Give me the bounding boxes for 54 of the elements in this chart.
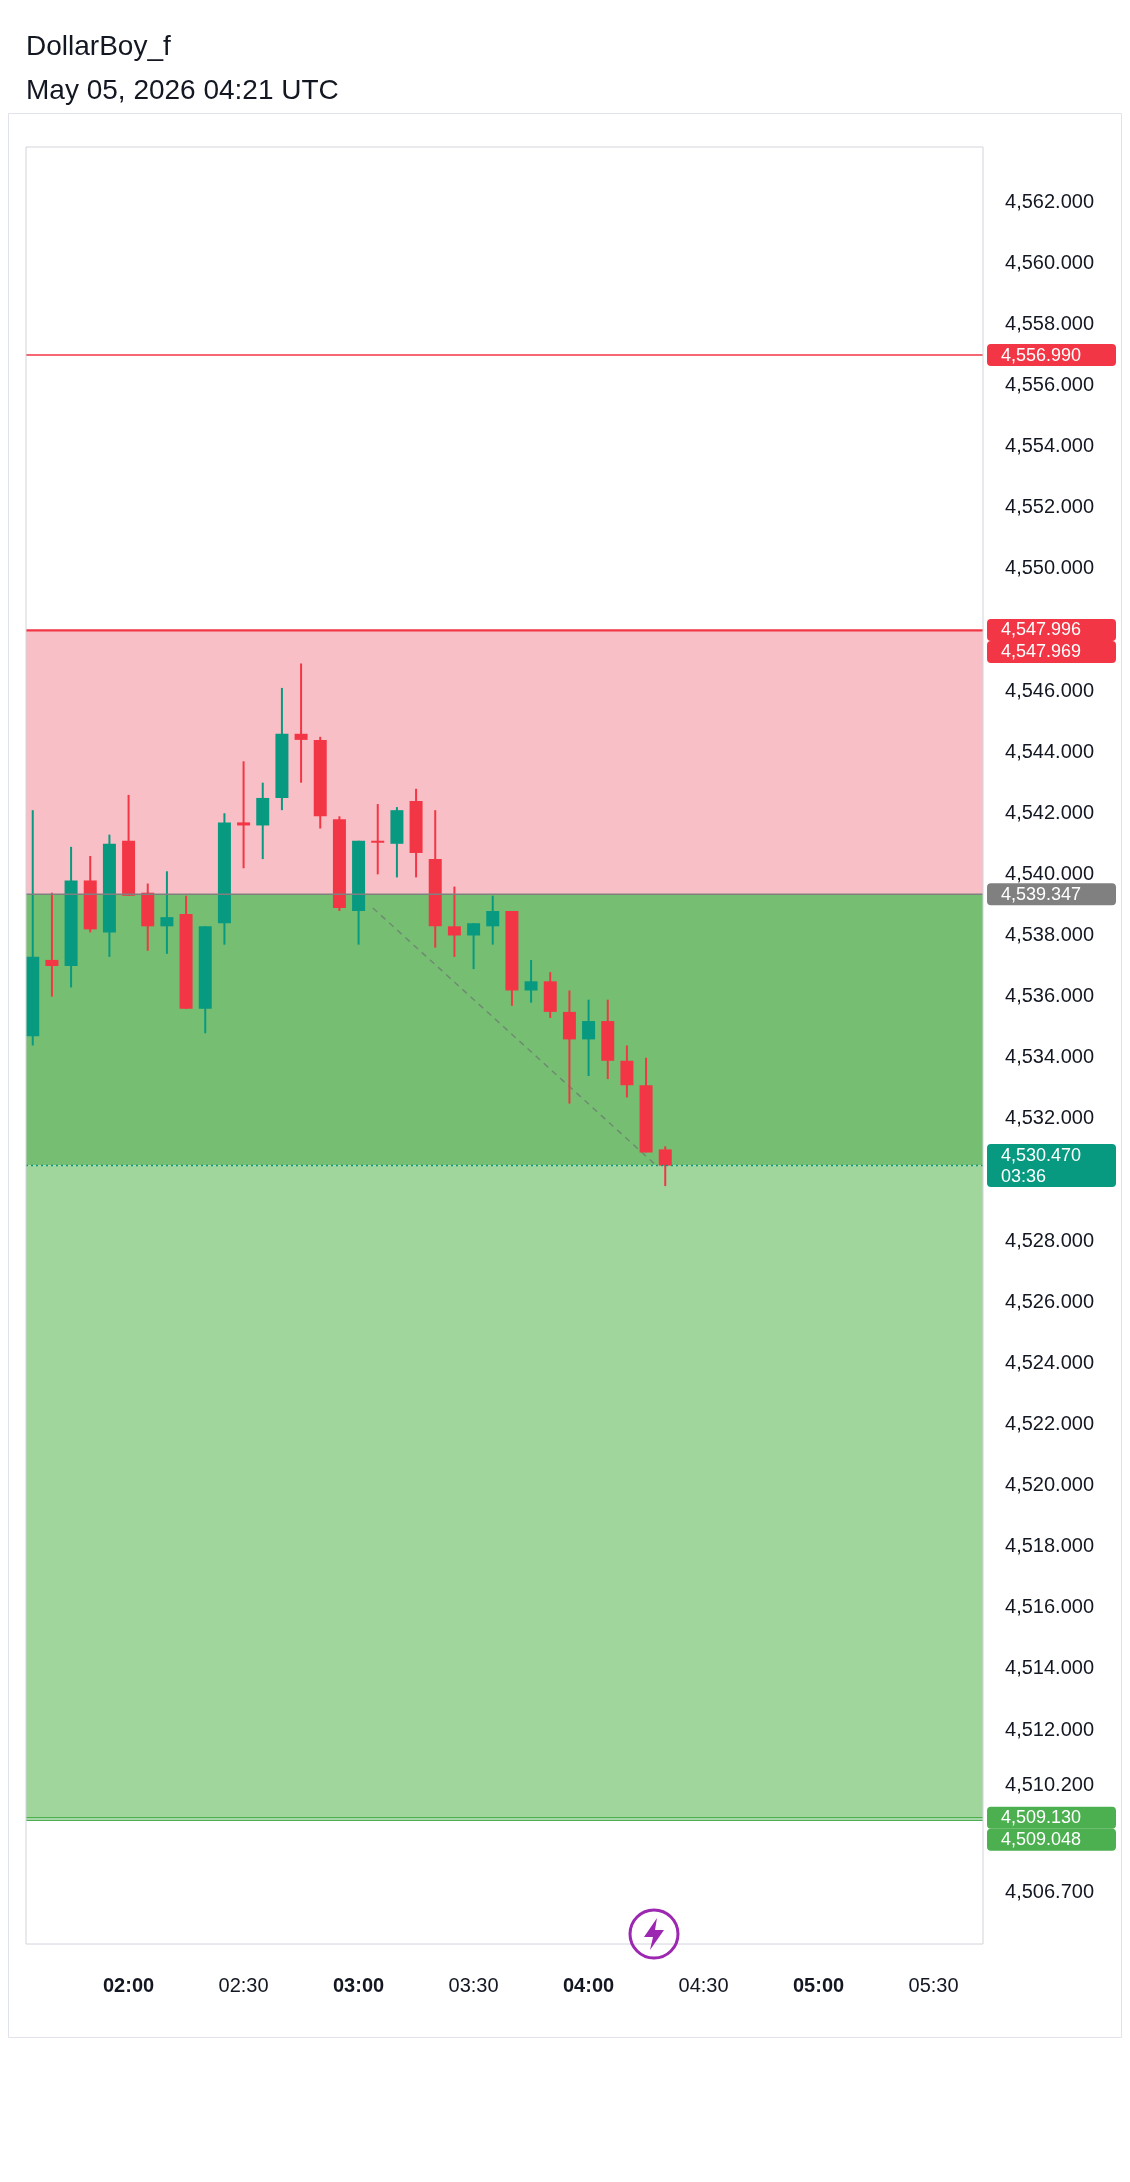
y-tick-label: 4,538.000 (1005, 923, 1095, 945)
y-tick-label: 4,562.000 (1005, 189, 1095, 212)
ref-line-label: 4,556.990 (1001, 344, 1082, 365)
candlestick (371, 803, 385, 876)
x-tick-label: 04:30 (678, 1973, 729, 1996)
candlestick (467, 922, 481, 971)
y-tick-label: 4,522.000 (1005, 1411, 1095, 1434)
ref-line-label: 4,539.347 (1001, 883, 1082, 904)
y-tick-label: 4,546.000 (1005, 678, 1095, 701)
y-tick-label: 4,560.000 (1005, 250, 1095, 273)
chart-subtitle: May 05, 2026 04:21 UTC (26, 73, 339, 107)
x-tick-label: 04:00 (563, 1973, 615, 1996)
y-tick-label: 4,506.700 (1005, 1879, 1095, 1902)
x-tick-label: 03:30 (448, 1973, 499, 1996)
y-tick-label: 4,532.000 (1005, 1106, 1095, 1129)
y-tick-label: 4,542.000 (1005, 800, 1095, 823)
candlestick (658, 1145, 672, 1188)
candlestick (486, 894, 500, 946)
candlestick (582, 998, 596, 1078)
y-tick-label: 4,520.000 (1005, 1473, 1095, 1496)
candlestick (45, 891, 59, 998)
y-tick-label: 4,510.200 (1005, 1772, 1095, 1795)
y-tick-label: 4,512.000 (1005, 1717, 1095, 1740)
x-tick-label: 05:30 (908, 1973, 959, 1996)
ref-line-label: 4,547.969 (1001, 641, 1082, 662)
y-tick-label: 4,540.000 (1005, 861, 1095, 884)
ref-line-label: 4,509.130 (1001, 1807, 1082, 1828)
candlestick (447, 885, 461, 958)
ref-line-label: 4,547.996 (1001, 619, 1082, 640)
y-tick-label: 4,536.000 (1005, 984, 1095, 1007)
y-tick-label: 4,544.000 (1005, 739, 1095, 762)
y-tick-label: 4,552.000 (1005, 495, 1095, 518)
x-tick-label: 05:00 (793, 1973, 845, 1996)
y-tick-label: 4,524.000 (1005, 1350, 1095, 1373)
ref-line-label: 4,509.048 (1001, 1829, 1082, 1850)
x-tick-label: 03:00 (333, 1973, 385, 1996)
ref-line-label: 4,530.470 03:36 (1001, 1144, 1082, 1186)
candlestick (524, 958, 538, 1004)
candlestick (294, 662, 308, 784)
y-tick-label: 4,526.000 (1005, 1289, 1095, 1312)
y-tick-label: 4,554.000 (1005, 434, 1095, 457)
y-tick-label: 4,518.000 (1005, 1534, 1095, 1557)
y-tick-label: 4,558.000 (1005, 311, 1095, 334)
candlestick (160, 870, 174, 955)
y-tick-label: 4,556.000 (1005, 372, 1095, 395)
y-tick-label: 4,514.000 (1005, 1656, 1095, 1679)
y-tick-label: 4,550.000 (1005, 556, 1095, 579)
candlestick (237, 760, 251, 870)
chart-title: DollarBoy_f (26, 29, 172, 63)
y-tick-label: 4,516.000 (1005, 1595, 1095, 1618)
x-tick-label: 02:00 (103, 1973, 155, 1996)
y-tick-label: 4,534.000 (1005, 1045, 1095, 1068)
y-tick-label: 4,528.000 (1005, 1228, 1095, 1251)
x-tick-label: 02:30 (218, 1973, 269, 1996)
